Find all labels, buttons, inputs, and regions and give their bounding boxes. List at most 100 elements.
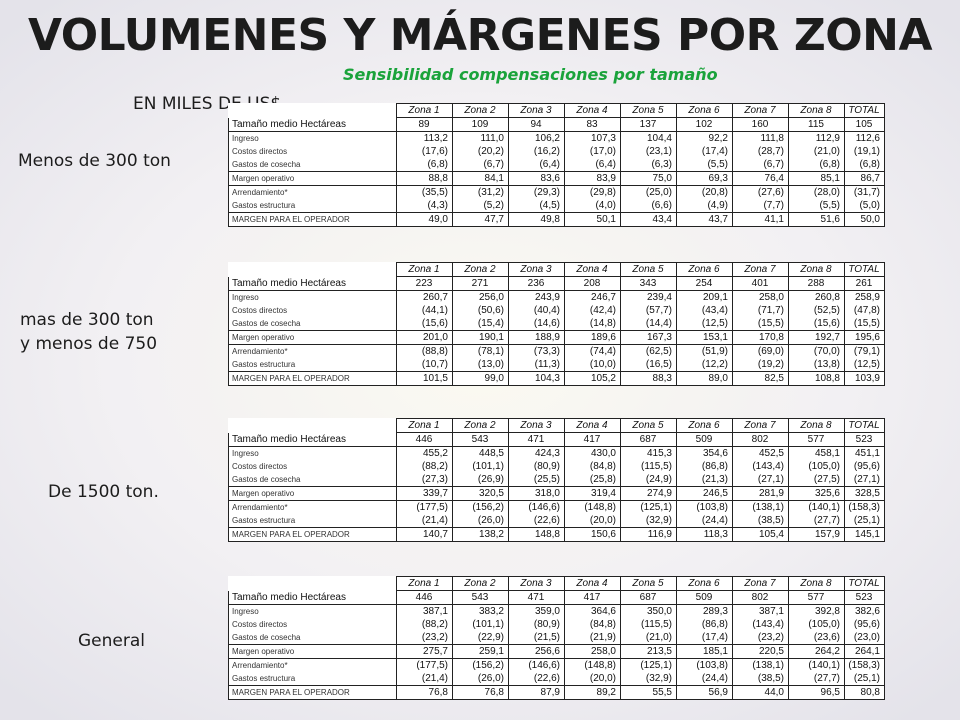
value-cell: (15,4)	[452, 317, 509, 331]
table-row: Ingreso 455,2 448,5 424,3 430,0 415,3 354,6 452…	[228, 446, 885, 460]
value-cell: 239,4	[620, 290, 677, 304]
value-cell: 223	[396, 276, 453, 291]
total-cell: (158,3)	[844, 500, 885, 514]
value-cell: (21,4)	[396, 514, 453, 528]
table-row: Arrendamiento* (177,5) (156,2) (146,6) (148,…	[228, 658, 885, 672]
value-cell: (57,7)	[620, 304, 677, 317]
value-cell: 99,0	[452, 371, 509, 386]
value-cell: (146,6)	[508, 500, 565, 514]
column-header: Zona 5	[620, 262, 677, 277]
value-cell: (22,6)	[508, 514, 565, 528]
value-cell: (74,4)	[564, 344, 621, 358]
column-header: Zona 1	[396, 576, 453, 591]
total-cell: (12,5)	[844, 358, 885, 372]
row-label: Gastos de cosecha	[228, 158, 397, 172]
value-cell: 392,8	[788, 604, 845, 618]
section-label: Menos de 300 ton	[18, 149, 171, 173]
table-row: Margen operativo 339,7 320,5 318,0 319,4 274,…	[228, 486, 885, 501]
value-cell: 85,1	[788, 171, 845, 186]
slide-subtitle: Sensibilidad compensaciones por tamaño	[343, 65, 718, 84]
value-cell: 350,0	[620, 604, 677, 618]
total-cell: (95,6)	[844, 618, 885, 631]
value-cell: (24,9)	[620, 473, 677, 487]
value-cell: (140,1)	[788, 500, 845, 514]
row-label: Margen operativo	[228, 644, 397, 659]
total-cell: (15,5)	[844, 317, 885, 331]
table-header-row: Zona 1 Zona 2 Zona 3 Zona 4 Zona 5 Zona 6 Zona…	[229, 103, 885, 118]
value-cell: (6,4)	[508, 158, 565, 172]
table-row: Tamaño medio Hectáreas 446 543 471 417 687 509…	[228, 432, 885, 447]
value-cell: (177,5)	[396, 500, 453, 514]
value-cell: (78,1)	[452, 344, 509, 358]
value-cell: (148,8)	[564, 658, 621, 672]
value-cell: (28,7)	[732, 145, 789, 158]
value-cell: 387,1	[396, 604, 453, 618]
value-cell: 43,7	[676, 212, 733, 227]
row-label: MARGEN PARA EL OPERADOR	[228, 212, 397, 227]
value-cell: (125,1)	[620, 500, 677, 514]
value-cell: 446	[396, 432, 453, 447]
value-cell: 89,2	[564, 685, 621, 700]
table-row: Gastos estructura (4,3) (5,2) (4,5) (4,0) (6,…	[228, 199, 885, 213]
value-cell: 96,5	[788, 685, 845, 700]
table-corner	[229, 577, 397, 591]
total-cell: (158,3)	[844, 658, 885, 672]
table-row: Costos directos (17,6) (20,2) (16,2) (17,0)(…	[228, 145, 885, 158]
value-cell: (20,0)	[564, 514, 621, 528]
section-label-line: De 1500 ton.	[48, 482, 159, 502]
value-cell: (23,2)	[396, 631, 453, 645]
value-cell: 319,4	[564, 486, 621, 501]
value-cell: 256,6	[508, 644, 565, 659]
value-cell: (12,2)	[676, 358, 733, 372]
value-cell: (22,6)	[508, 672, 565, 686]
total-cell: 523	[844, 432, 885, 447]
table-row: Arrendamiento* (88,8) (78,1) (73,3) (74,4) (6…	[228, 344, 885, 358]
table-row: Costos directos (44,1) (50,6) (40,4) (42,4)(…	[228, 304, 885, 317]
value-cell: (80,9)	[508, 460, 565, 473]
value-cell: (6,6)	[620, 199, 677, 213]
total-cell: 145,1	[844, 527, 885, 542]
value-cell: (103,8)	[676, 500, 733, 514]
value-cell: 417	[564, 590, 621, 605]
value-cell: 88,3	[620, 371, 677, 386]
value-cell: 802	[732, 432, 789, 447]
value-cell: (40,4)	[508, 304, 565, 317]
table-row: MARGEN PARA EL OPERADOR 140,7 138,2 148,8 15…	[228, 527, 885, 542]
value-cell: 170,8	[732, 330, 789, 345]
value-cell: (4,9)	[676, 199, 733, 213]
value-cell: 138,2	[452, 527, 509, 542]
value-cell: 84,1	[452, 171, 509, 186]
value-cell: (42,4)	[564, 304, 621, 317]
value-cell: (115,5)	[620, 460, 677, 473]
row-label: Tamaño medio Hectáreas	[228, 117, 397, 132]
column-header: Zona 4	[564, 262, 621, 277]
row-label: Gastos de cosecha	[228, 631, 397, 645]
value-cell: 271	[452, 276, 509, 291]
value-cell: 509	[676, 590, 733, 605]
column-header: Zona 2	[452, 103, 509, 118]
row-label: Ingreso	[228, 446, 397, 460]
row-label: Gastos estructura	[228, 672, 397, 686]
value-cell: 259,1	[452, 644, 509, 659]
table-header-row: Zona 1 Zona 2 Zona 3 Zona 4 Zona 5 Zona 6 Zona…	[229, 262, 885, 277]
table-row: Gastos de cosecha (15,6) (15,4) (14,6) (14,8…	[228, 317, 885, 331]
value-cell: (14,8)	[564, 317, 621, 331]
table-row: Arrendamiento* (177,5) (156,2) (146,6) (148,…	[228, 500, 885, 514]
row-label: Costos directos	[228, 304, 397, 317]
row-label: Arrendamiento*	[228, 500, 397, 514]
value-cell: 150,6	[564, 527, 621, 542]
value-cell: (13,8)	[788, 358, 845, 372]
column-header: TOTAL	[844, 103, 885, 118]
value-cell: 167,3	[620, 330, 677, 345]
value-cell: (105,0)	[788, 618, 845, 631]
value-cell: 577	[788, 432, 845, 447]
column-header: Zona 6	[676, 576, 733, 591]
value-cell: 281,9	[732, 486, 789, 501]
value-cell: (23,2)	[732, 631, 789, 645]
row-label: Arrendamiento*	[228, 185, 397, 199]
value-cell: 802	[732, 590, 789, 605]
slide-title: VOLUMENES Y MÁRGENES POR ZONA	[27, 10, 933, 61]
value-cell: 55,5	[620, 685, 677, 700]
column-header: Zona 8	[788, 576, 845, 591]
value-cell: (140,1)	[788, 658, 845, 672]
